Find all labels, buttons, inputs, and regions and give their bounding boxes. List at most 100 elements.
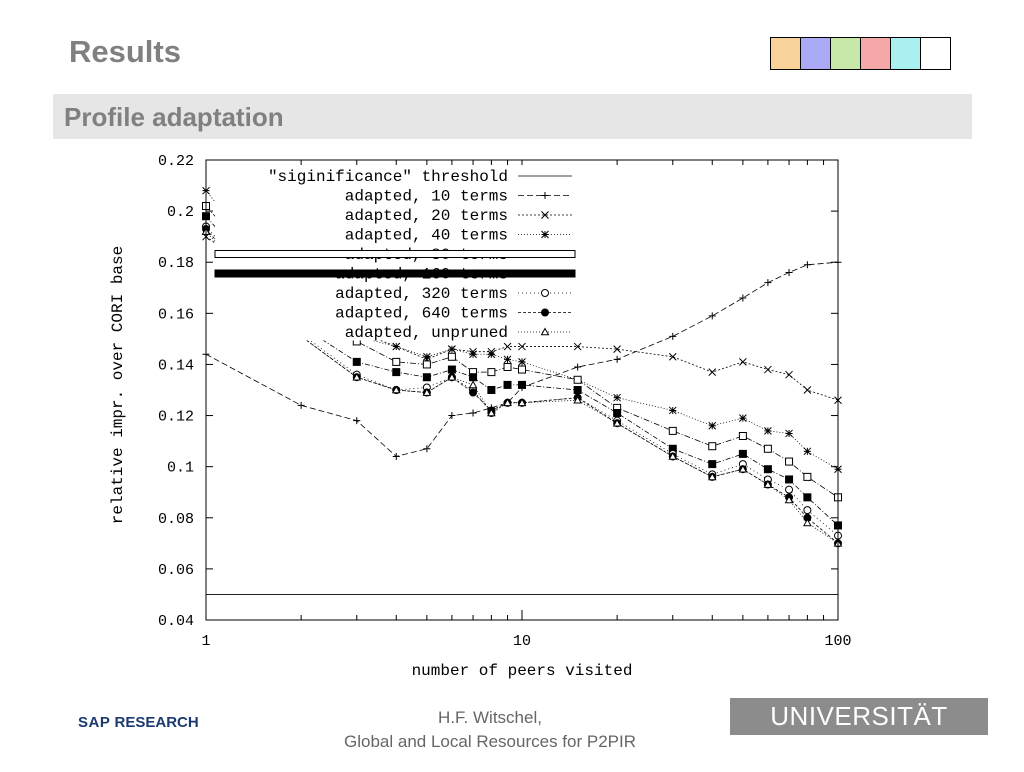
legend-bg bbox=[215, 184, 575, 204]
data-point bbox=[487, 408, 496, 417]
legend-label: adapted, 40 terms bbox=[345, 227, 508, 245]
university-logo: UNIVERSITÄT LEIPZIG bbox=[730, 698, 988, 768]
data-point bbox=[784, 495, 794, 504]
data-point bbox=[214, 250, 576, 258]
data-point bbox=[738, 432, 747, 440]
x-tick-label: 1 bbox=[201, 633, 210, 650]
data-point bbox=[803, 493, 812, 502]
y-tick-label: 0.12 bbox=[158, 409, 194, 426]
color-swatch bbox=[920, 38, 950, 69]
legend-bg bbox=[215, 204, 575, 224]
data-point bbox=[353, 417, 361, 425]
data-point bbox=[503, 380, 512, 389]
data-point bbox=[423, 352, 431, 361]
data-point bbox=[573, 342, 582, 351]
sap-research-logo: SAP RESEARCH bbox=[78, 714, 199, 731]
data-point bbox=[447, 365, 456, 374]
footer-author: H.F. Witschel, bbox=[438, 708, 542, 727]
section-title: Profile adaptation bbox=[64, 102, 284, 132]
data-point bbox=[391, 385, 401, 394]
legend-label: adapted, 320 terms bbox=[335, 285, 508, 303]
data-point bbox=[448, 345, 456, 353]
data-point bbox=[352, 372, 362, 381]
data-point bbox=[487, 350, 496, 359]
data-point bbox=[613, 409, 622, 417]
data-point bbox=[423, 445, 431, 453]
data-point bbox=[469, 373, 478, 382]
y-tick-label: 0.18 bbox=[158, 255, 194, 272]
color-swatch bbox=[771, 38, 800, 69]
data-point bbox=[612, 418, 622, 427]
legend-label: adapted, 20 terms bbox=[345, 207, 508, 225]
color-strip bbox=[770, 37, 951, 70]
x-tick-label: 100 bbox=[824, 633, 851, 650]
data-point bbox=[541, 308, 549, 317]
data-point bbox=[469, 350, 477, 359]
data-point bbox=[541, 289, 549, 297]
footer-credit: H.F. Witschel, Global and Local Resource… bbox=[300, 706, 680, 754]
data-point bbox=[573, 375, 582, 384]
data-point bbox=[669, 332, 677, 340]
slide-title: Results bbox=[69, 34, 181, 69]
data-point bbox=[668, 451, 678, 460]
data-point bbox=[392, 357, 401, 366]
data-point bbox=[708, 312, 716, 320]
data-point bbox=[764, 427, 772, 435]
legend-bg bbox=[215, 282, 575, 302]
data-point bbox=[613, 393, 621, 402]
data-point bbox=[517, 398, 527, 407]
data-point bbox=[541, 230, 549, 239]
data-point bbox=[785, 475, 794, 484]
data-point bbox=[447, 352, 456, 361]
data-point bbox=[574, 363, 582, 371]
data-point bbox=[214, 269, 576, 278]
data-point bbox=[469, 409, 477, 417]
data-point bbox=[803, 472, 812, 481]
data-point bbox=[668, 406, 677, 415]
y-axis-label: relative impr. over CORI base bbox=[109, 246, 127, 524]
legend-bg bbox=[215, 223, 575, 243]
data-point bbox=[573, 386, 582, 394]
data-point bbox=[803, 518, 812, 527]
data-point bbox=[764, 279, 772, 287]
data-point bbox=[708, 442, 717, 451]
data-point bbox=[422, 360, 431, 369]
data-point bbox=[392, 452, 400, 460]
data-point bbox=[739, 294, 747, 302]
data-point bbox=[392, 368, 401, 377]
data-point bbox=[503, 363, 512, 371]
logo-research-text: RESEARCH bbox=[114, 714, 199, 731]
x-axis-label: number of peers visited bbox=[412, 662, 633, 680]
data-point bbox=[707, 472, 717, 481]
data-point bbox=[487, 386, 496, 394]
data-point bbox=[763, 444, 772, 453]
data-point bbox=[503, 355, 512, 364]
data-point bbox=[422, 388, 432, 396]
data-point bbox=[540, 327, 550, 336]
legend-bg bbox=[215, 321, 575, 341]
data-point bbox=[469, 388, 478, 397]
data-point bbox=[803, 261, 811, 269]
data-point bbox=[422, 373, 431, 382]
x-tick-label: 10 bbox=[513, 633, 531, 650]
legend-bg bbox=[215, 165, 575, 185]
y-tick-label: 0.16 bbox=[158, 306, 194, 323]
data-point bbox=[448, 412, 456, 420]
data-point bbox=[518, 358, 526, 366]
data-point bbox=[763, 480, 773, 488]
data-point bbox=[541, 211, 549, 219]
data-point bbox=[738, 464, 748, 473]
section-header-bar: Profile adaptation bbox=[53, 94, 972, 139]
data-point bbox=[668, 426, 677, 435]
data-point bbox=[518, 365, 526, 374]
data-point bbox=[503, 342, 512, 351]
plot-frame bbox=[205, 159, 839, 621]
y-tick-label: 0.22 bbox=[158, 153, 194, 170]
data-point bbox=[487, 368, 496, 377]
footer-talk-title: Global and Local Resources for P2PIR bbox=[344, 732, 636, 751]
data-point bbox=[468, 380, 478, 389]
color-swatch bbox=[890, 38, 920, 69]
data-point bbox=[764, 365, 772, 374]
color-swatch bbox=[860, 38, 890, 69]
data-point bbox=[503, 398, 512, 407]
